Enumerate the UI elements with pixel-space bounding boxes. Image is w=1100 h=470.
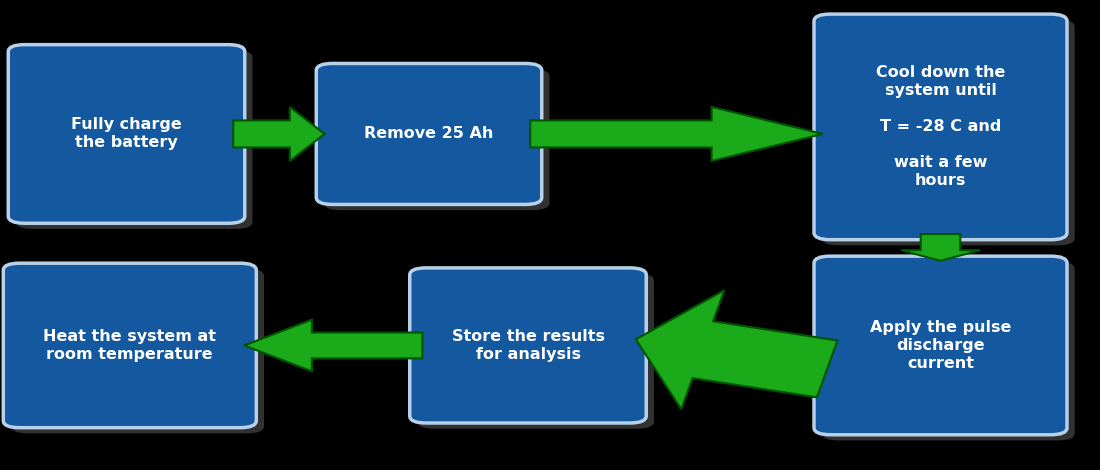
FancyBboxPatch shape xyxy=(11,269,264,433)
Polygon shape xyxy=(233,107,324,161)
FancyBboxPatch shape xyxy=(323,69,549,210)
Polygon shape xyxy=(636,290,837,409)
FancyBboxPatch shape xyxy=(822,262,1075,440)
Text: Cool down the
system until

T = -28 C and

wait a few
hours: Cool down the system until T = -28 C and… xyxy=(876,65,1005,188)
FancyBboxPatch shape xyxy=(814,256,1067,435)
FancyBboxPatch shape xyxy=(16,50,253,229)
Polygon shape xyxy=(530,107,823,161)
FancyBboxPatch shape xyxy=(417,274,653,429)
FancyBboxPatch shape xyxy=(822,20,1075,245)
FancyBboxPatch shape xyxy=(9,45,244,223)
Text: Fully charge
the battery: Fully charge the battery xyxy=(72,118,182,150)
Text: Apply the pulse
discharge
current: Apply the pulse discharge current xyxy=(870,320,1011,371)
Polygon shape xyxy=(901,234,980,261)
FancyBboxPatch shape xyxy=(814,14,1067,240)
FancyBboxPatch shape xyxy=(317,63,541,204)
Text: Store the results
for analysis: Store the results for analysis xyxy=(451,329,605,362)
Text: Heat the system at
room temperature: Heat the system at room temperature xyxy=(43,329,217,362)
FancyBboxPatch shape xyxy=(409,268,646,423)
Polygon shape xyxy=(244,320,422,371)
FancyBboxPatch shape xyxy=(3,263,256,428)
Text: Remove 25 Ah: Remove 25 Ah xyxy=(364,126,494,141)
